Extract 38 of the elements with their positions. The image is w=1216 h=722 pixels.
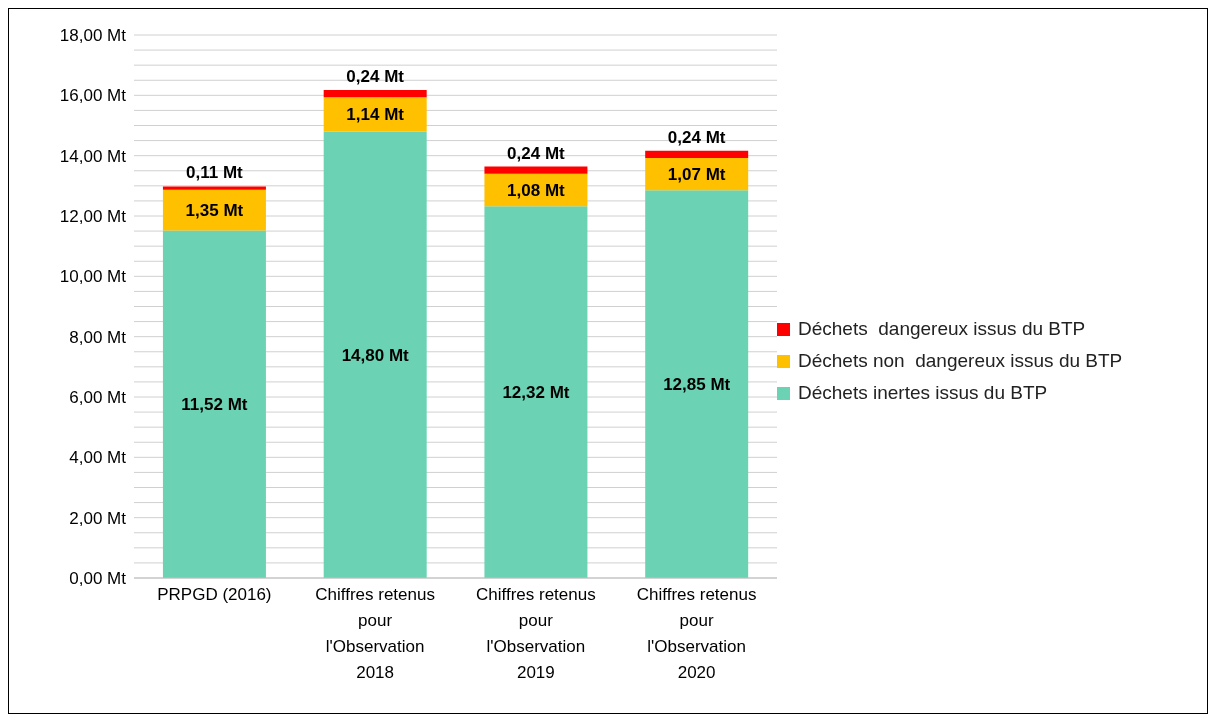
x-tick-label: Chiffres retenus pour l'Observation 2020 xyxy=(636,585,757,682)
y-tick-label: 6,00 Mt xyxy=(69,388,127,408)
bar xyxy=(162,186,266,190)
data-label: 1,35 Mt xyxy=(185,201,244,221)
y-tick-label: 18,00 Mt xyxy=(59,26,127,46)
bar xyxy=(323,89,427,98)
data-label: 0,11 Mt xyxy=(186,163,244,183)
y-tick-label: 8,00 Mt xyxy=(69,327,127,347)
data-label: 1,14 Mt xyxy=(346,105,405,125)
data-label: 14,80 Mt xyxy=(341,345,410,365)
x-tick-label: PRPGD (2016) xyxy=(157,585,272,604)
y-tick-label: 16,00 Mt xyxy=(59,86,127,106)
bar xyxy=(484,166,588,174)
bar xyxy=(323,131,427,578)
data-label: 11,52 Mt xyxy=(181,395,248,415)
data-label: 1,07 Mt xyxy=(667,165,726,185)
x-tick-label: Chiffres retenus pour l'Observation 2018 xyxy=(315,585,435,682)
y-tick-label: 2,00 Mt xyxy=(69,508,127,528)
data-label: 0,24 Mt xyxy=(346,66,405,86)
bar xyxy=(323,97,427,132)
bar xyxy=(162,230,266,578)
data-label: 12,32 Mt xyxy=(502,383,570,403)
data-label: 0,24 Mt xyxy=(667,127,726,147)
data-label: 12,85 Mt xyxy=(663,375,731,395)
bar xyxy=(645,190,749,578)
x-tick-label: Chiffres retenus pour l'Observation 2019 xyxy=(476,585,596,682)
data-label: 0,24 Mt xyxy=(507,143,566,163)
y-tick-label: 14,00 Mt xyxy=(59,146,127,166)
legend-label: Déchets non dangereux issus du BTP xyxy=(798,350,1123,372)
data-label: 1,08 Mt xyxy=(507,181,566,201)
y-tick-label: 4,00 Mt xyxy=(69,448,127,468)
bar xyxy=(484,206,588,578)
y-tick-label: 10,00 Mt xyxy=(59,267,127,287)
bar xyxy=(645,150,749,159)
y-tick-label: 12,00 Mt xyxy=(59,207,127,227)
legend-label: Déchets inertes issus du BTP xyxy=(798,382,1048,404)
legend-label: Déchets dangereux issus du BTP xyxy=(798,318,1086,340)
y-tick-label: 0,00 Mt xyxy=(69,569,127,589)
